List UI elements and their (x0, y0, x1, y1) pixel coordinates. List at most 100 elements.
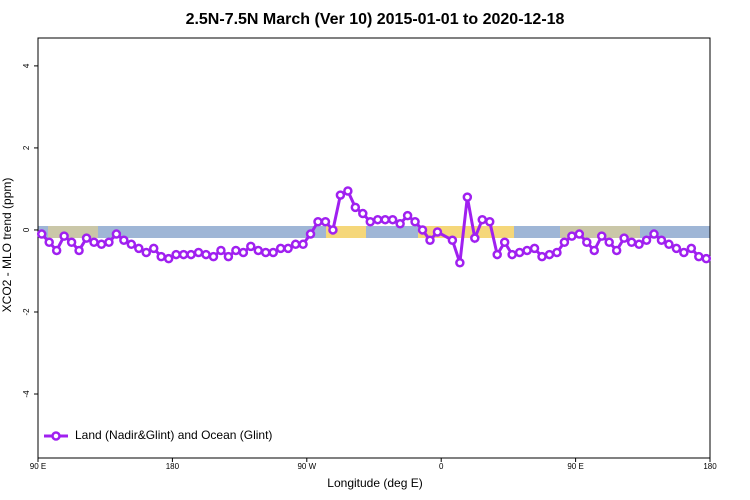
data-point (656, 235, 667, 245)
data-point (611, 245, 622, 256)
data-point (290, 239, 301, 250)
data-point (253, 245, 264, 256)
data-point (484, 217, 495, 227)
data-point (701, 253, 712, 264)
data-point (402, 210, 413, 221)
data-point (193, 247, 204, 258)
data-point (163, 253, 174, 264)
data-point (223, 251, 234, 262)
data-point (186, 249, 196, 260)
x-tick-label: 90 W (297, 462, 316, 471)
data-point (365, 217, 376, 227)
data-point (358, 208, 368, 219)
surface-band (38, 226, 710, 238)
data-point (380, 214, 390, 225)
data-point (81, 233, 92, 243)
data-point (619, 233, 629, 243)
y-tick-label: 4 (22, 63, 31, 68)
data-point (529, 243, 540, 254)
data-point (559, 237, 570, 248)
legend-label: Land (Nadir&Glint) and Ocean (Glint) (75, 428, 272, 442)
data-point (522, 245, 532, 256)
data-point (589, 245, 600, 256)
data-point (134, 243, 144, 254)
data-point (387, 214, 398, 225)
data-point (604, 237, 614, 248)
data-point (275, 243, 286, 254)
x-tick-label: 90 E (567, 462, 583, 471)
data-point (582, 237, 592, 248)
data-point (492, 249, 502, 260)
data-point (514, 247, 525, 258)
data-point (372, 214, 383, 225)
x-tick-label: 0 (439, 462, 444, 471)
data-point (156, 251, 166, 262)
ocean-band (38, 226, 710, 238)
data-point (567, 231, 577, 241)
data-point (320, 217, 331, 227)
y-axis-label: XCO2 - MLO trend (ppm) (0, 178, 14, 313)
data-point (66, 237, 77, 248)
data-point (552, 247, 562, 258)
data-point (694, 251, 704, 262)
data-point (171, 249, 181, 260)
data-point (298, 239, 308, 250)
data-point (425, 235, 435, 245)
data-point (231, 245, 241, 256)
data-point (455, 258, 465, 268)
data-point (626, 237, 637, 248)
data-point (44, 237, 54, 248)
data-point (96, 239, 107, 250)
chart-title: 2.5N-7.5N March (Ver 10) 2015-01-01 to 2… (186, 11, 565, 28)
data-point (74, 245, 84, 256)
data-point (537, 251, 547, 262)
data-point (395, 219, 405, 229)
x-tick-label: 90 E (30, 462, 46, 471)
data-point (260, 247, 271, 258)
data-point (410, 217, 420, 227)
data-point (216, 245, 226, 256)
data-point (201, 249, 211, 260)
data-point (126, 239, 137, 250)
data-point (634, 239, 644, 250)
data-point (350, 202, 361, 213)
data-point (462, 192, 473, 202)
data-point (447, 235, 458, 245)
data-point (507, 249, 517, 260)
x-axis-label: Longitude (deg E) (327, 476, 422, 490)
data-point (671, 243, 682, 254)
y-tick-label: 0 (22, 227, 31, 232)
y-tick-label: 2 (22, 145, 31, 150)
data-point (596, 231, 607, 241)
plot-frame (37, 37, 711, 459)
data-point (649, 229, 659, 239)
data-point (686, 243, 697, 254)
data-point (679, 247, 689, 258)
data-point (283, 243, 293, 254)
data-point (141, 247, 152, 258)
x-tick-label: 180 (166, 462, 180, 471)
data-point (664, 239, 674, 250)
data-point (208, 251, 219, 262)
data-point (313, 217, 323, 227)
data-point (238, 247, 249, 258)
data-point (178, 249, 189, 260)
data-point (328, 225, 338, 235)
data-point (470, 233, 480, 243)
data-point (119, 235, 129, 245)
data-point (417, 225, 428, 235)
data-point (305, 229, 316, 239)
data-point (104, 237, 114, 248)
data-point (432, 227, 443, 237)
data-point (36, 229, 47, 239)
data-point (641, 235, 652, 245)
data-point (544, 249, 555, 260)
data-point (335, 190, 346, 200)
data-point (51, 245, 62, 256)
data-point (148, 243, 159, 254)
y-tick-label: -4 (22, 390, 31, 398)
data-point (89, 237, 99, 248)
data-point (499, 237, 510, 248)
data-point (268, 247, 278, 258)
